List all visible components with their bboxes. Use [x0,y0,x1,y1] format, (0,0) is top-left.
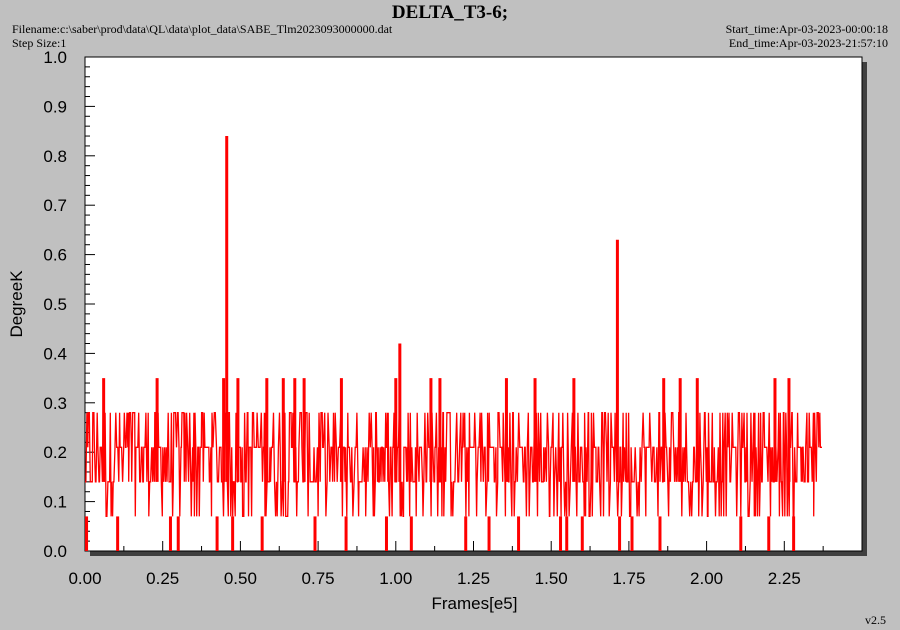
x-tick-label: 0.25 [146,569,179,588]
y-tick-label: 1.0 [43,48,67,67]
x-tick-label: 2.00 [690,569,723,588]
x-tick-label: 1.50 [535,569,568,588]
x-tick-label: 2.25 [768,569,801,588]
end-time-label: End_time:Apr-03-2023-21:57:10 [728,36,888,50]
x-tick-label: 1.00 [379,569,412,588]
y-tick-label: 0.4 [43,344,67,363]
y-tick-label: 0.3 [43,394,67,413]
y-tick-label: 0.1 [43,493,67,512]
start-time-label: Start_time:Apr-03-2023-00:00:18 [725,22,888,36]
y-tick-label: 0.0 [43,542,67,561]
time-info: Start_time:Apr-03-2023-00:00:18 End_time… [726,22,888,50]
file-info: Filename:c:\saber\prod\data\QL\data\plot… [12,22,392,50]
x-tick-label: 0.75 [302,569,335,588]
chart-title: DELTA_T3-6; [391,2,509,23]
x-tick-label: 1.25 [457,569,490,588]
version-label: v2.5 [865,613,886,627]
x-tick-label: 0.00 [68,569,101,588]
filename-label: Filename:c:\saber\prod\data\QL\data\plot… [12,22,393,36]
series-line [85,412,822,518]
x-tick-label: 1.75 [612,569,645,588]
y-axis-label: DegreeK [7,270,26,338]
x-tick-label: 0.50 [224,569,257,588]
y-tick-label: 0.2 [43,443,67,462]
y-tick-label: 0.8 [43,147,67,166]
y-tick-label: 0.9 [43,97,67,116]
x-axis-label: Frames[e5] [432,594,518,613]
step-size-label: Step Size:1 [12,36,67,50]
y-tick-label: 0.6 [43,246,67,265]
y-tick-label: 0.5 [43,295,67,314]
plot-area [84,56,863,552]
y-tick-label: 0.7 [43,196,67,215]
